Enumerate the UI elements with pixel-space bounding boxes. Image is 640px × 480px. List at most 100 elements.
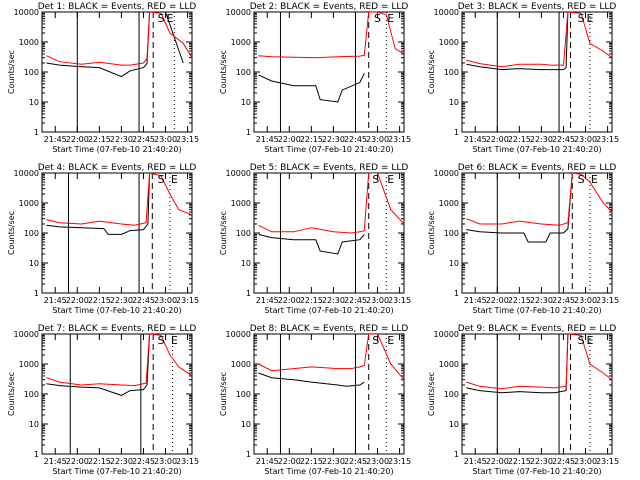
- panel-title: Det 2: BLACK = Events, RED = LLD: [250, 2, 409, 12]
- y-tick-label: 10000: [434, 8, 459, 17]
- y-tick-label: 1000: [231, 199, 251, 208]
- x-tick-label: 23:00: [574, 457, 597, 466]
- y-tick-label: 1: [246, 128, 251, 137]
- y-tick-label: 100: [444, 229, 459, 238]
- events-trace: [46, 334, 166, 396]
- lld-trace: [258, 173, 404, 234]
- x-tick-label: 23:00: [154, 457, 177, 466]
- y-tick-label: 10: [449, 259, 459, 268]
- y-tick-label: 10: [241, 259, 251, 268]
- lld-trace: [466, 12, 612, 68]
- x-tick-label: 22:00: [66, 135, 89, 144]
- y-tick-label: 10: [241, 98, 251, 107]
- y-tick-label: 100: [24, 229, 39, 238]
- x-tick-label: 22:45: [132, 457, 155, 466]
- marker-E: E: [586, 12, 593, 25]
- lld-trace: [46, 334, 192, 387]
- y-tick-label: 10000: [14, 169, 39, 178]
- x-tick-label: 23:15: [176, 135, 199, 144]
- y-tick-label: 100: [24, 390, 39, 399]
- events-trace: [466, 334, 569, 394]
- plot-frame: [41, 11, 193, 133]
- events-trace: [258, 73, 365, 103]
- x-tick-label: 22:00: [486, 296, 509, 305]
- marker-S: S: [372, 173, 379, 186]
- lld-trace: [466, 173, 612, 226]
- y-tick-label: 1: [454, 128, 459, 137]
- y-tick-label: 10000: [434, 330, 459, 339]
- y-tick-label: 10: [29, 259, 39, 268]
- lld-trace: [46, 12, 192, 66]
- marker-S: S: [374, 12, 381, 25]
- x-tick-label: 21:45: [256, 296, 279, 305]
- x-tick-label: 22:45: [344, 296, 367, 305]
- y-axis-label: Counts/sec: [7, 211, 16, 255]
- x-tick-label: 22:00: [66, 296, 89, 305]
- y-tick-label: 1000: [439, 38, 459, 47]
- panel-title: Det 5: BLACK = Events, RED = LLD: [250, 163, 409, 173]
- y-tick-label: 10000: [226, 330, 251, 339]
- x-tick-label: 23:00: [366, 135, 389, 144]
- y-axis-label: Counts/sec: [7, 372, 16, 416]
- x-axis-label: Start Time (07-Feb-10 21:40:20): [472, 306, 601, 315]
- y-tick-label: 1000: [19, 199, 39, 208]
- y-tick-label: 1000: [231, 38, 251, 47]
- lld-trace: [258, 334, 404, 381]
- panel-det-6: Det 6: BLACK = Events, RED = LLD 1 10 100 10…: [427, 163, 619, 315]
- y-tick-label: 10: [29, 98, 39, 107]
- x-axis-label: Start Time (07-Feb-10 21:40:20): [264, 467, 393, 476]
- y-tick-label: 10000: [226, 169, 251, 178]
- marker-E: E: [171, 334, 178, 347]
- x-tick-label: 21:45: [256, 457, 279, 466]
- y-tick-label: 1: [34, 450, 39, 459]
- x-tick-label: 22:30: [110, 135, 133, 144]
- x-tick-label: 21:45: [44, 135, 67, 144]
- x-axis-label: Start Time (07-Feb-10 21:40:20): [264, 145, 393, 154]
- marker-S: S: [578, 12, 585, 25]
- events-trace: [466, 173, 573, 243]
- marker-S: S: [158, 173, 165, 186]
- x-tick-label: 23:00: [154, 135, 177, 144]
- x-tick-label: 23:00: [154, 296, 177, 305]
- panel-title: Det 1: BLACK = Events, RED = LLD: [38, 2, 197, 12]
- plot-frame: [253, 11, 405, 133]
- x-axis-label: Start Time (07-Feb-10 21:40:20): [472, 145, 601, 154]
- x-axis-label: Start Time (07-Feb-10 21:40:20): [52, 467, 181, 476]
- y-axis-label: Counts/sec: [219, 372, 228, 416]
- panel-det-8: Det 8: BLACK = Events, RED = LLD 1 10 100 10…: [219, 324, 411, 476]
- events-trace: [258, 233, 365, 255]
- x-tick-label: 22:00: [278, 296, 301, 305]
- y-axis-label: Counts/sec: [7, 50, 16, 94]
- x-tick-label: 22:45: [552, 296, 575, 305]
- lld-trace: [258, 12, 404, 59]
- y-tick-label: 1000: [19, 38, 39, 47]
- marker-E: E: [387, 12, 394, 25]
- marker-E: E: [591, 173, 598, 186]
- marker-S: S: [578, 334, 585, 347]
- x-tick-label: 22:00: [66, 457, 89, 466]
- panel-title: Det 6: BLACK = Events, RED = LLD: [458, 163, 617, 173]
- x-tick-label: 21:45: [44, 457, 67, 466]
- panel-det-1: Det 1: BLACK = Events, RED = LLD 1 10 100 10…: [7, 2, 199, 154]
- y-tick-label: 1000: [231, 360, 251, 369]
- panel-title: Det 3: BLACK = Events, RED = LLD: [458, 2, 617, 12]
- x-tick-label: 22:45: [132, 135, 155, 144]
- x-tick-label: 21:45: [256, 135, 279, 144]
- x-tick-label: 23:15: [388, 457, 411, 466]
- y-axis-label: Counts/sec: [427, 372, 436, 416]
- x-tick-label: 21:45: [44, 296, 67, 305]
- x-tick-label: 21:45: [464, 457, 487, 466]
- panel-det-3: Det 3: BLACK = Events, RED = LLD 1 10 100 10…: [427, 2, 619, 154]
- x-axis-label: Start Time (07-Feb-10 21:40:20): [52, 145, 181, 154]
- x-tick-label: 22:00: [486, 135, 509, 144]
- x-tick-label: 21:45: [464, 135, 487, 144]
- y-tick-label: 100: [444, 390, 459, 399]
- x-tick-label: 23:15: [596, 135, 619, 144]
- marker-S: S: [158, 12, 165, 25]
- panel-det-9: Det 9: BLACK = Events, RED = LLD 1 10 100 10…: [427, 324, 619, 476]
- y-tick-label: 1: [246, 289, 251, 298]
- x-tick-label: 23:15: [388, 296, 411, 305]
- x-tick-label: 22:45: [552, 135, 575, 144]
- x-tick-label: 21:45: [464, 296, 487, 305]
- x-tick-label: 22:30: [322, 296, 345, 305]
